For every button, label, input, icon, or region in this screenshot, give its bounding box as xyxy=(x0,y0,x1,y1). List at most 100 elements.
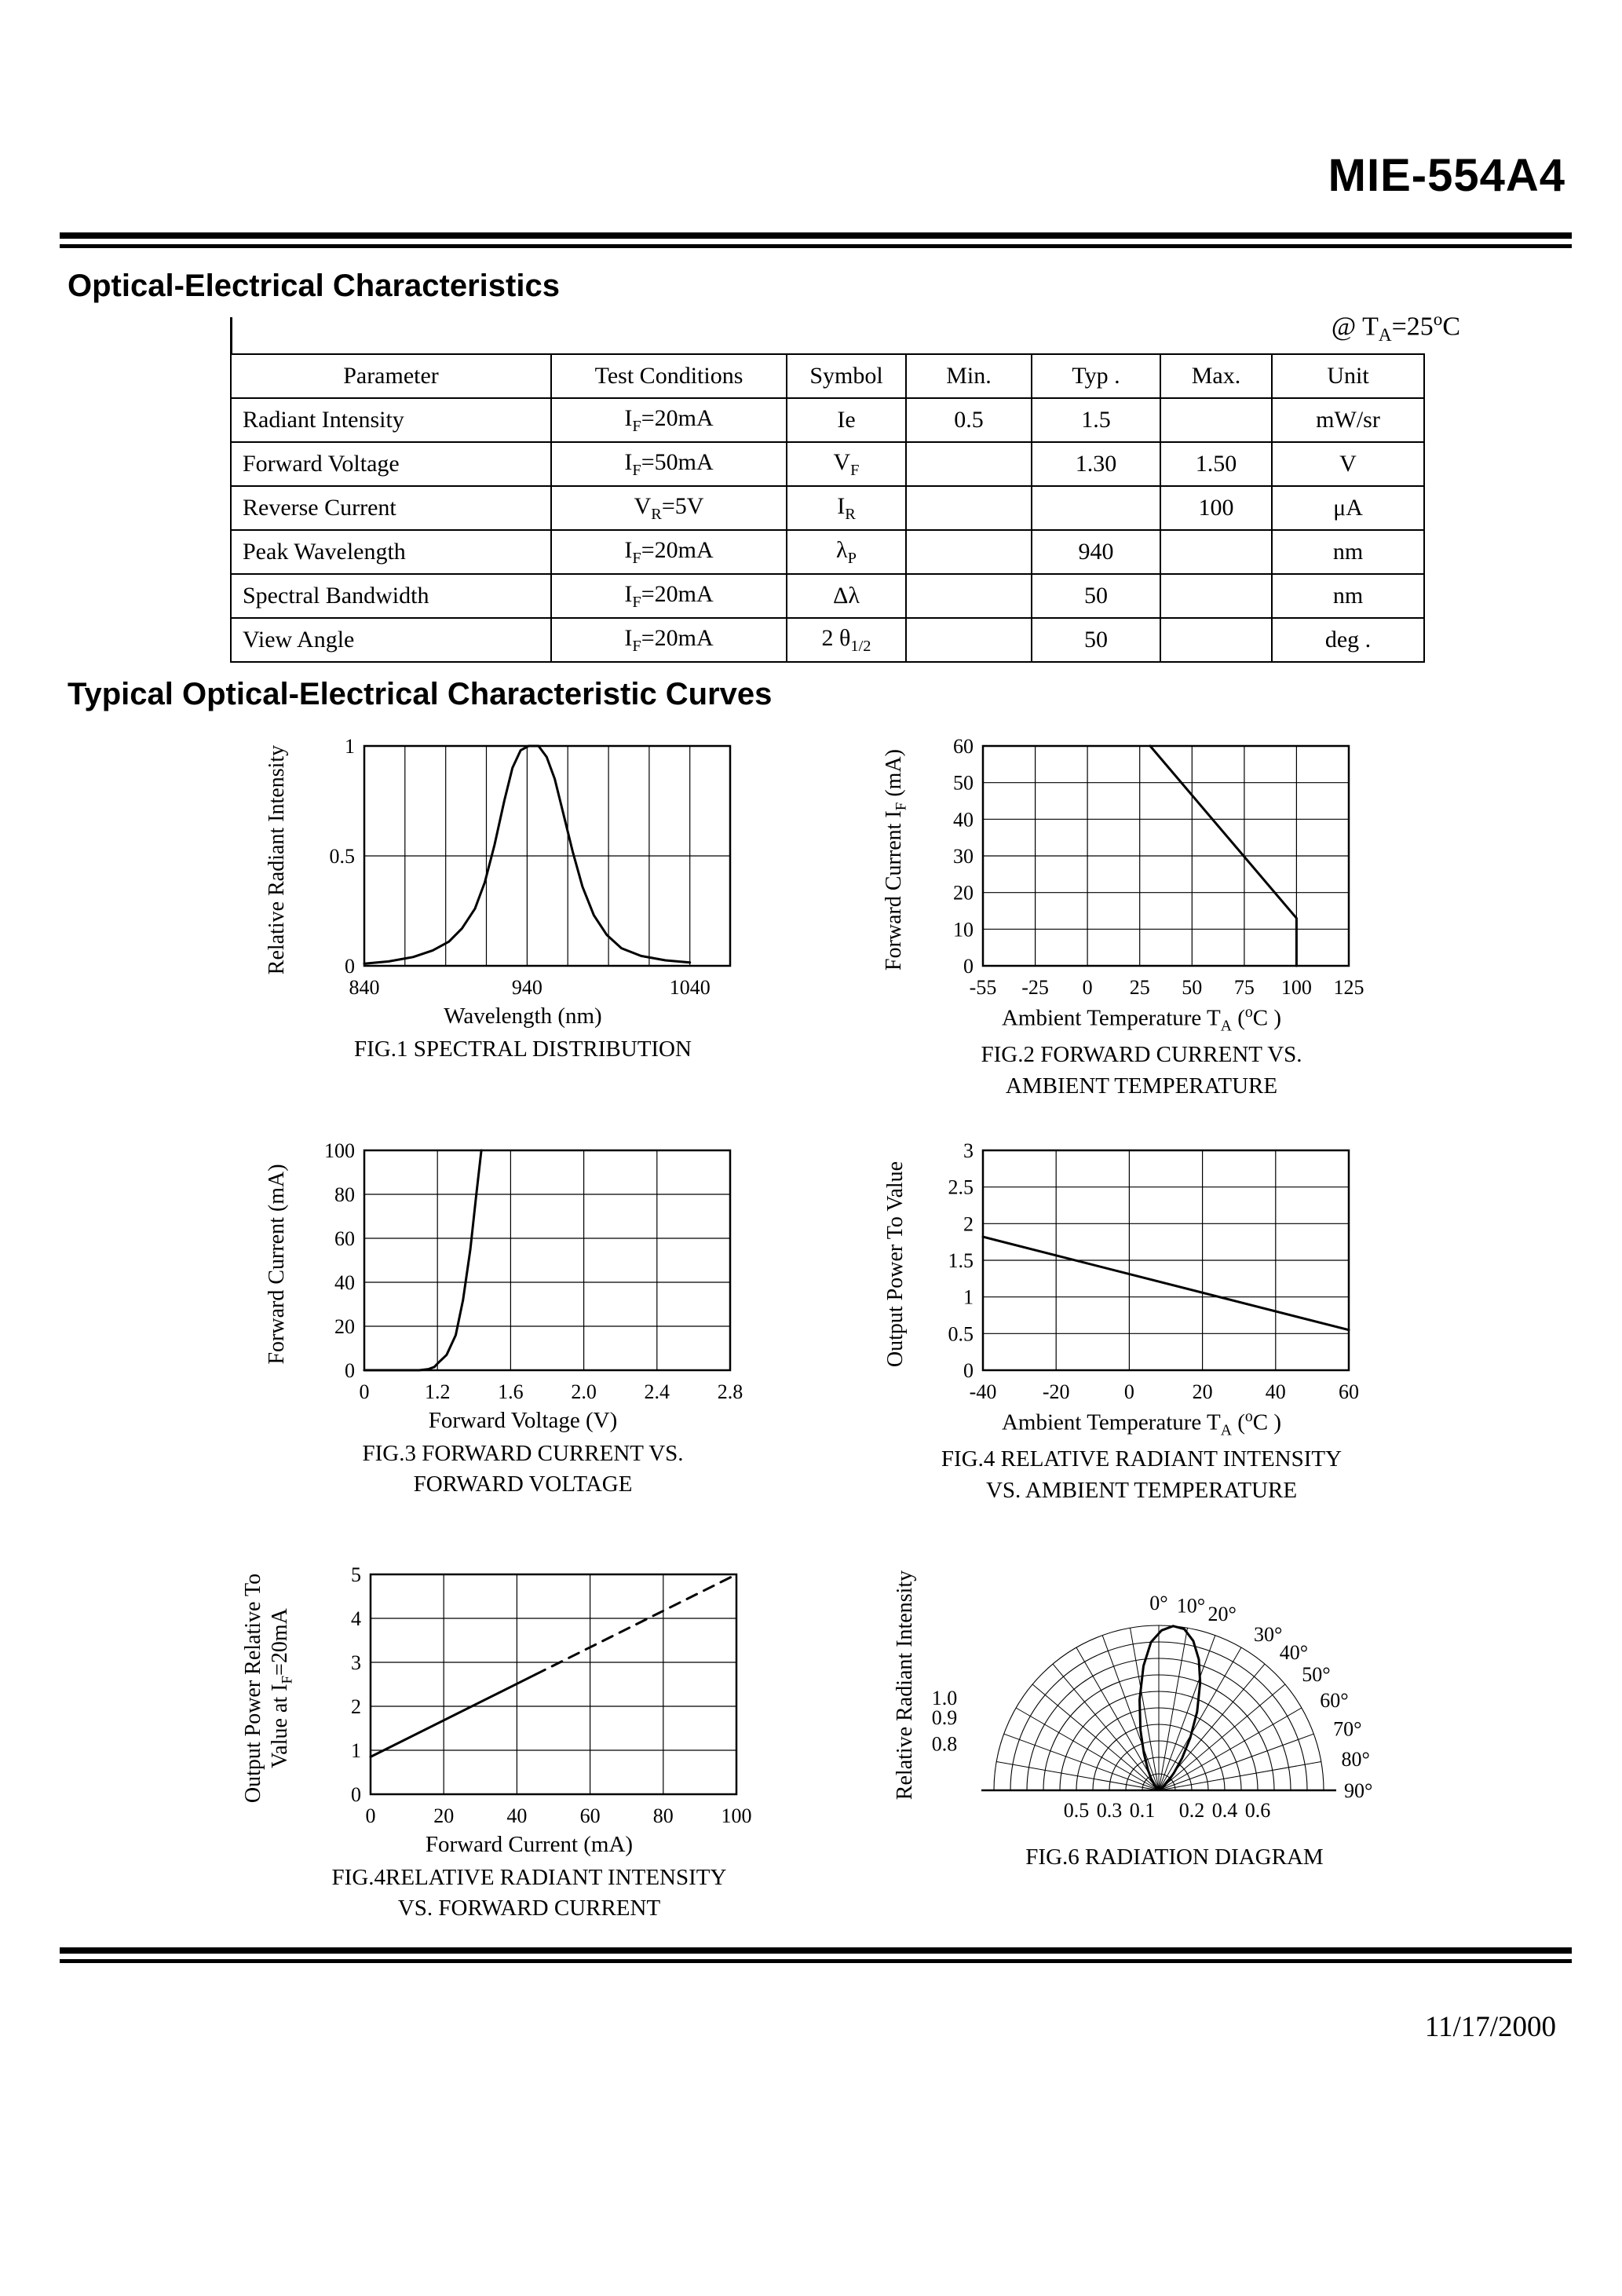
value-cell: μA xyxy=(1271,485,1425,531)
polar-spoke xyxy=(1158,1628,1188,1791)
y-tick-label: 20 xyxy=(334,1315,355,1338)
fig4-x-axis-label: Ambient Temperature TA (oC ) xyxy=(1001,1408,1282,1439)
y-tick-label: 0.5 xyxy=(948,1322,974,1345)
value-cell xyxy=(905,485,1032,531)
table-row: Peak Wavelength IF=20mA λP 940 nm xyxy=(230,529,1425,575)
x-tick-label: 2.8 xyxy=(718,1380,743,1403)
y-tick-label: 40 xyxy=(334,1271,355,1294)
y-tick-label: 2 xyxy=(963,1212,974,1235)
y-axis-label-text: Relative Radiant Intensity xyxy=(265,745,290,975)
value-cell: Ie xyxy=(786,397,907,443)
polar-spoke xyxy=(1158,1733,1314,1791)
x-tick-label: 40 xyxy=(506,1804,527,1827)
x-tick-label: 100 xyxy=(1281,976,1312,999)
y-tick-label: 1 xyxy=(351,1739,361,1762)
y-axis-label-text: Relative Radiant Intensity xyxy=(893,1570,918,1800)
x-tick-label: 100 xyxy=(721,1804,752,1827)
polar-spoke xyxy=(1076,1647,1160,1791)
fig4-y-axis-label: Output Power To Value xyxy=(878,1143,914,1408)
baseline-scale-label: 0.2 xyxy=(1179,1799,1205,1822)
y-tick-label: 0 xyxy=(345,955,355,978)
fig6-y-axis-label: Relative Radiant Intensity xyxy=(887,1555,923,1837)
radial-scale-label: 0.9 xyxy=(932,1706,958,1729)
angle-label: 20° xyxy=(1207,1603,1236,1625)
fig3-y-axis-label: Forward Current (mA) xyxy=(259,1143,295,1408)
y-tick-label: 30 xyxy=(953,845,974,868)
x-tick-label: 0 xyxy=(360,1380,370,1403)
x-tick-label: 60 xyxy=(1339,1380,1359,1403)
value-cell: VR=5V xyxy=(550,485,787,531)
y-tick-label: 4 xyxy=(351,1607,361,1630)
y-tick-label: 1.5 xyxy=(948,1249,974,1272)
bottom-double-rule xyxy=(60,1947,1572,1963)
fig2-caption: FIG.2 FORWARD CURRENT VS. AMBIENT TEMPERA… xyxy=(981,1042,1302,1099)
y-tick-label: 60 xyxy=(334,1227,355,1250)
value-cell: 1.50 xyxy=(1160,441,1273,487)
polar-spoke xyxy=(996,1761,1160,1791)
angle-label: 90° xyxy=(1344,1779,1372,1802)
fig3-plot: 0 1.2 1.6 2.0 2.4 2.8 0 20 40 60 80 100 xyxy=(324,1143,743,1403)
y-axis-label-text: Output Power To Value xyxy=(883,1161,908,1368)
fig5-y-axis-label: Output Power Relative To Value at IF=20mA xyxy=(236,1567,301,1832)
x-tick-label: -55 xyxy=(970,976,997,999)
value-cell xyxy=(1160,397,1273,443)
column-header: Min. xyxy=(905,353,1032,399)
fig1-y-axis-label: Relative Radiant Intensity xyxy=(259,738,295,1004)
value-cell: IR xyxy=(786,485,907,531)
radiation-pattern-curve xyxy=(1138,1625,1202,1791)
column-header: Test Conditions xyxy=(550,353,787,399)
parameter-cell: Peak Wavelength xyxy=(230,529,552,575)
column-header: Max. xyxy=(1160,353,1273,399)
parameter-cell: Spectral Bandwidth xyxy=(230,573,552,619)
fig1-x-axis-label: Wavelength (nm) xyxy=(444,1004,602,1029)
figure-4-relative-radiant-intensity-vs-ambient-temperature: Output Power To Value -40 -20 0 20 40 60 0 0.5 1… xyxy=(878,1143,1369,1506)
x-tick-label: 2.0 xyxy=(571,1380,597,1403)
value-cell xyxy=(1031,485,1161,531)
data-curve xyxy=(363,1149,483,1372)
y-tick-label: 60 xyxy=(953,738,974,758)
y-tick-label: 50 xyxy=(953,772,974,795)
value-cell: deg . xyxy=(1271,617,1425,663)
x-tick-label: 1040 xyxy=(670,976,711,999)
value-cell: IF=20mA xyxy=(550,397,787,443)
baseline-scale-label: 0.4 xyxy=(1212,1799,1238,1822)
fig1-plot: 840 940 1040 0 0.5 1 xyxy=(330,738,732,999)
angle-label: 60° xyxy=(1320,1689,1348,1712)
data-curve xyxy=(981,1235,1350,1332)
value-cell: Δλ xyxy=(786,573,907,619)
fig4-plot: -40 -20 0 20 40 60 0 0.5 1 1.5 2 2.5 3 xyxy=(948,1143,1360,1403)
value-cell: nm xyxy=(1271,573,1425,619)
polar-spoke xyxy=(1158,1635,1216,1791)
value-cell xyxy=(1160,617,1273,663)
y-tick-label: 5 xyxy=(351,1567,361,1586)
fig6-plot: 0° 10° 20° 30°40°50° 60° 70° 80° 90° 1.00.9 0.8 0.… xyxy=(932,1592,1373,1822)
column-header: Parameter xyxy=(230,353,552,399)
x-tick-label: 125 xyxy=(1334,976,1364,999)
polar-spoke xyxy=(1052,1663,1160,1791)
plot-frame xyxy=(981,744,1350,967)
value-cell: 0.5 xyxy=(905,397,1032,443)
x-tick-label: -25 xyxy=(1021,976,1049,999)
column-header: Unit xyxy=(1271,353,1425,399)
fig3-x-axis-label: Forward Voltage (V) xyxy=(428,1408,618,1433)
value-cell: V xyxy=(1271,441,1425,487)
y-tick-label: 80 xyxy=(334,1183,355,1206)
angle-label: 40° xyxy=(1280,1641,1308,1664)
fig5-caption: FIG.4RELATIVE RADIANT INTENSITY VS. FORWA… xyxy=(331,1865,727,1921)
value-cell: 50 xyxy=(1031,617,1161,663)
plot-frame xyxy=(363,1149,732,1372)
angle-label: 10° xyxy=(1177,1595,1205,1618)
table-row: Radiant Intensity IF=20mA Ie 0.5 1.5 mW/sr xyxy=(230,397,1425,443)
value-cell xyxy=(905,573,1032,619)
angle-label: 50° xyxy=(1302,1663,1330,1686)
fig2-x-axis-label: Ambient Temperature TA (oC ) xyxy=(1001,1004,1282,1035)
x-tick-label: 60 xyxy=(580,1804,601,1827)
fig5-plot: 0 20 40 60 80 100 0 1 2 3 4 5 xyxy=(351,1567,752,1827)
column-header: Symbol xyxy=(786,353,907,399)
fig3-caption: FIG.3 FORWARD CURRENT VS. FORWARD VOLTAGE xyxy=(362,1441,684,1497)
y-tick-label: 2.5 xyxy=(948,1176,974,1199)
value-cell: nm xyxy=(1271,529,1425,575)
column-header: Typ . xyxy=(1031,353,1161,399)
figure-5-relative-radiant-intensity-vs-forward-current: Output Power Relative To Value at IF=20mA… xyxy=(236,1567,757,1924)
x-tick-label: 75 xyxy=(1234,976,1255,999)
